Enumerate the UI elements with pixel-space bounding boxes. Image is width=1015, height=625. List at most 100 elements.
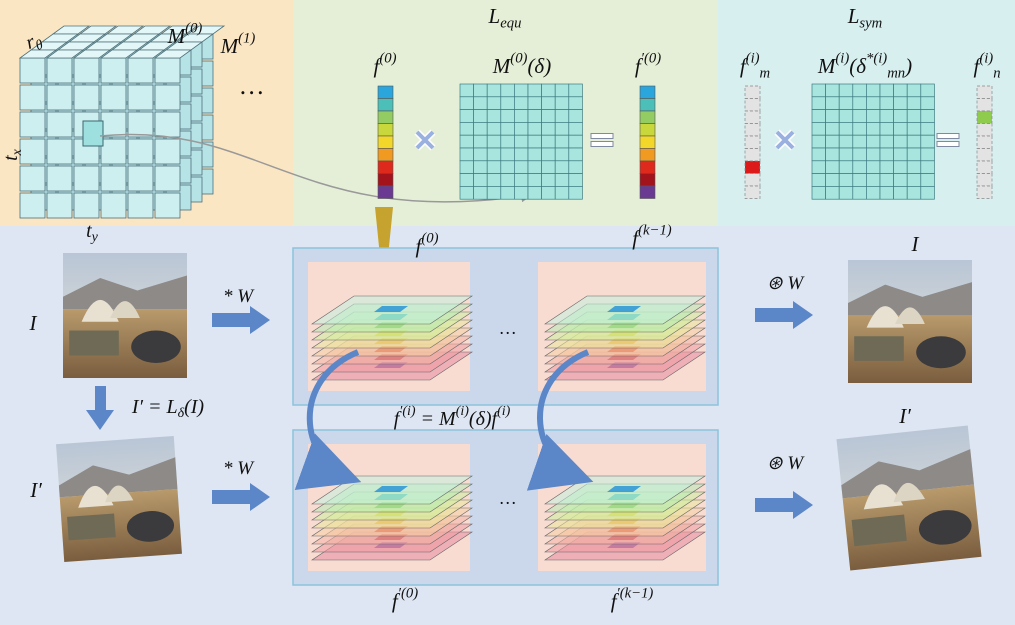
- matrix-cell: [514, 134, 529, 149]
- label-part: x: [10, 148, 25, 156]
- label-part: θ: [34, 38, 46, 54]
- matrix-cell: [852, 186, 867, 200]
- cube-cell: [46, 138, 73, 165]
- matrix-cell: [568, 109, 583, 123]
- matrix-cell: [825, 160, 840, 174]
- matrix-cell: [527, 96, 542, 110]
- f-label: f(0): [374, 51, 397, 78]
- block-arrow: [212, 306, 270, 334]
- label-part: ⊛ W: [767, 273, 806, 294]
- matrix-cell: [920, 173, 935, 187]
- cube-cell: [127, 84, 154, 111]
- vector-cell: [976, 148, 993, 162]
- matrix-cell: [473, 83, 488, 98]
- cube-cell: [19, 165, 46, 192]
- label-part: y: [90, 230, 99, 245]
- label-part: I: [29, 311, 38, 335]
- matrix-cell: [486, 134, 502, 149]
- feature-patch: [374, 306, 408, 312]
- vector-cell: [744, 135, 761, 149]
- cube-cell: [46, 57, 73, 84]
- label-part: L: [488, 4, 501, 28]
- fp-label: f′(0): [635, 51, 661, 78]
- matrix-cell: [554, 160, 570, 174]
- matrix-cell: [514, 122, 529, 136]
- vector-cell: [744, 123, 761, 137]
- matrix-cell: [866, 186, 881, 200]
- photo-yurt: [893, 482, 926, 503]
- input-t-label: I′: [29, 478, 42, 502]
- matrix-cell: [811, 83, 826, 98]
- matrix-cell: [459, 83, 474, 98]
- label-part: (0): [510, 51, 527, 67]
- matrix-cell: [906, 109, 922, 123]
- matrix-cell: [866, 96, 881, 110]
- label-part: ′(i): [399, 404, 416, 419]
- matrix-cell: [459, 96, 474, 110]
- matrix-cell: [879, 186, 894, 200]
- label-part: (δ): [527, 54, 551, 78]
- label-part: L: [847, 4, 860, 28]
- matrix-cell: [825, 186, 840, 200]
- matrix-cell: [514, 147, 529, 162]
- relation-label: f′(i) = M(i)(δ)f(i): [394, 404, 511, 429]
- matrix-cell: [852, 122, 867, 136]
- feature-patch: [607, 486, 641, 492]
- vector-cell: [744, 160, 761, 174]
- matrix-cell: [541, 160, 556, 174]
- matrix-cell: [514, 109, 529, 123]
- ty-label: ty: [86, 220, 99, 246]
- label-part: equ: [500, 16, 521, 32]
- label-part: …: [500, 488, 516, 508]
- matrix-cell: [554, 186, 570, 200]
- cube-top: [99, 49, 139, 59]
- label-part: m: [760, 66, 771, 82]
- label-part: f: [374, 54, 383, 78]
- fpk-label: f′(k−1): [611, 586, 654, 613]
- matrix-cell: [527, 186, 542, 200]
- matrix-cell: [825, 134, 840, 149]
- matrix-cell: [852, 147, 867, 162]
- equ-title: Lequ: [488, 4, 522, 32]
- cube-cell: [73, 192, 100, 219]
- vector-cell: [377, 173, 394, 187]
- vector-cell: [976, 173, 993, 187]
- equals-sign: [590, 133, 614, 139]
- matrix-cell: [554, 173, 570, 187]
- matrix-cell: [920, 147, 935, 162]
- photo-truck: [851, 514, 907, 547]
- cube-cell: [127, 192, 154, 219]
- cube-cell: [100, 84, 127, 111]
- matrix-cell: [527, 83, 542, 98]
- label-part: (k−1): [638, 223, 672, 239]
- matrix-cell: [473, 173, 488, 187]
- cube-cell: [154, 192, 181, 219]
- transfer-arrow: [294, 349, 362, 490]
- label-part: * W: [223, 286, 255, 307]
- fk-label: f(k−1): [632, 223, 672, 250]
- matrix-cell: [500, 96, 515, 110]
- vector-cell: [744, 98, 761, 112]
- times-sign: [775, 130, 795, 150]
- label-part: …: [500, 318, 516, 338]
- matrix-cell: [906, 134, 922, 149]
- vector-cell: [639, 135, 656, 149]
- label-part: n: [993, 66, 1000, 82]
- matrix-cell: [852, 173, 867, 187]
- vector-cell: [377, 160, 394, 174]
- cube-cell: [127, 138, 154, 165]
- photo-hills: [63, 275, 187, 310]
- photo-rock: [918, 510, 972, 545]
- label-part: t: [86, 220, 92, 242]
- matrix-cell: [541, 122, 556, 136]
- vector-cell: [744, 110, 761, 124]
- label-part: M: [220, 34, 240, 58]
- matrix-cell: [866, 160, 881, 174]
- matrix-cell: [879, 122, 894, 136]
- deconv-label: ⊛ W: [767, 273, 806, 294]
- matrix-cell: [541, 109, 556, 123]
- matrix-cell: [879, 160, 894, 174]
- block-arrow: [212, 483, 270, 511]
- matrix-cell: [866, 173, 881, 187]
- vector-cell: [976, 110, 993, 124]
